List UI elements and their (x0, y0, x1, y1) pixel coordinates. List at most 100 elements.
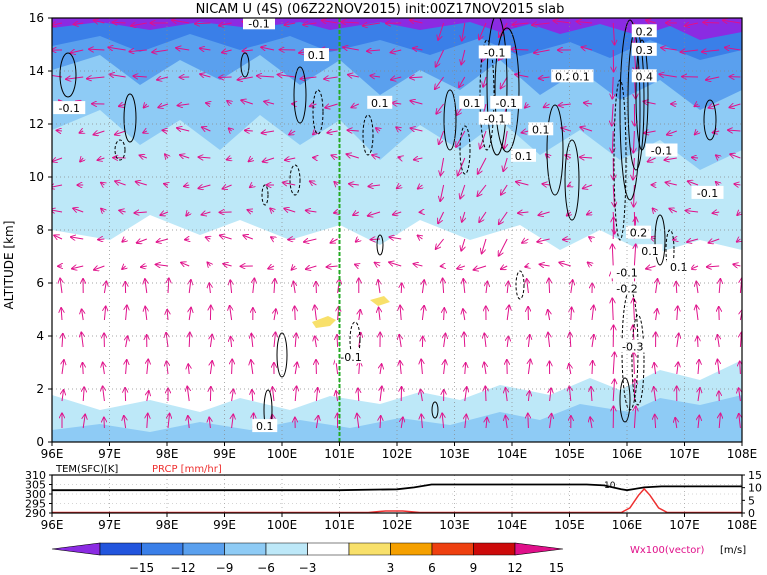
wind-vector (482, 238, 487, 254)
y-tick-label: 14 (29, 64, 44, 78)
wind-vector (252, 390, 253, 402)
wind-vector (295, 333, 296, 348)
wind-vector (703, 22, 720, 23)
contour-label: -0.1 (340, 351, 361, 364)
colorbar-swatch (51, 542, 101, 556)
colorbar-tick-label: 9 (470, 561, 478, 575)
contour-label-bg (611, 281, 643, 295)
wind-vector (389, 262, 402, 266)
wind-vector (717, 359, 719, 375)
wind-vector (444, 333, 446, 348)
wind-vector (457, 157, 466, 176)
wind-vector (528, 413, 529, 429)
wind-vector (372, 155, 381, 158)
wind-vector (579, 157, 593, 158)
wind-vector (268, 266, 275, 269)
wind-vector (463, 309, 465, 321)
wind-vector (327, 131, 338, 133)
wind-vector (70, 50, 84, 53)
wind-vector (504, 130, 507, 149)
wind-vector (701, 50, 720, 52)
wind-vector (295, 306, 296, 321)
wind-vector (465, 363, 466, 375)
wind-vector (253, 278, 255, 294)
wind-vector (355, 239, 358, 242)
wind-vector (143, 104, 146, 108)
wind-vector (515, 74, 529, 77)
wind-vector (740, 332, 741, 348)
wind-vector (367, 212, 381, 216)
wind-vector (262, 158, 275, 162)
contour-label-bg (568, 69, 594, 83)
colorbar-tick-label: −3 (299, 561, 317, 575)
chart-title: NICAM U (4S) (06Z22NOV2015) init:00Z17NO… (196, 2, 565, 17)
sub-x-tick-label: 101E (324, 518, 355, 532)
wind-vector (338, 306, 339, 321)
wind-vector (435, 49, 445, 67)
y-tick-label: 0 (36, 435, 44, 449)
x-tick-label: 108E (727, 447, 758, 461)
wind-vector (241, 100, 253, 104)
contour-label: 0.1 (308, 49, 326, 62)
wind-vector (570, 332, 571, 348)
wind-vector (271, 237, 274, 239)
wind-vector (250, 185, 253, 188)
contour-label: 0.2 (636, 25, 654, 38)
x-tick-label: 99E (213, 447, 236, 461)
wind-vector (374, 262, 380, 266)
wind-vector (655, 414, 656, 429)
wind-vector (177, 128, 190, 131)
wind-vector (251, 360, 253, 375)
wind-vector (527, 279, 529, 294)
wind-vector (134, 212, 147, 213)
sub-x-tick-label: 107E (669, 518, 700, 532)
band-top-purple (52, 18, 742, 40)
wind-vector (486, 281, 487, 294)
wind-vector (719, 279, 720, 294)
wind-vector (461, 238, 465, 251)
wind-vector (612, 103, 613, 126)
colorbar-swatch (224, 542, 267, 556)
wind-vector (277, 74, 296, 77)
wind-vector (167, 309, 168, 321)
wind-vector (244, 130, 253, 131)
sub-right-tick-label: 0 (748, 507, 755, 520)
colorbar-tick-label: 12 (507, 561, 522, 575)
wind-vector (324, 77, 338, 79)
y-tick-label: 12 (29, 117, 44, 131)
wind-vector (97, 158, 105, 160)
contour-label-bg (631, 24, 657, 38)
wind-vector (82, 362, 83, 375)
wind-vector (396, 185, 401, 189)
wind-vector (675, 417, 677, 429)
wind-vector (484, 333, 486, 348)
wind-vector (589, 237, 592, 239)
wind-vector (230, 280, 231, 294)
wind-vector (613, 184, 614, 207)
contour-label: -0.1 (496, 97, 517, 110)
wind-vector (380, 416, 381, 429)
wind-vector (129, 50, 147, 52)
wind-vector (227, 101, 232, 104)
tem-sfc-line (52, 483, 742, 492)
wind-vector (499, 211, 508, 224)
wind-vector (694, 131, 698, 135)
wind-vector (587, 262, 592, 266)
wind-vector (155, 264, 169, 266)
wind-vector (101, 182, 105, 185)
wind-vector (646, 266, 656, 269)
yellow-patch-a (312, 316, 336, 328)
wind-vector (274, 309, 276, 321)
wind-vector (89, 49, 105, 50)
wind-vector (261, 131, 275, 133)
contour-label-bg (243, 16, 275, 30)
wind-vector (355, 264, 359, 266)
wind-vector (440, 157, 443, 176)
wind-vector (295, 362, 297, 375)
wind-vector (550, 388, 551, 402)
wind-vector (740, 361, 741, 375)
wind-vector (413, 158, 423, 160)
wind-vector (400, 305, 401, 321)
sub-x-tick-label: 103E (439, 518, 470, 532)
wind-vector (647, 158, 656, 162)
